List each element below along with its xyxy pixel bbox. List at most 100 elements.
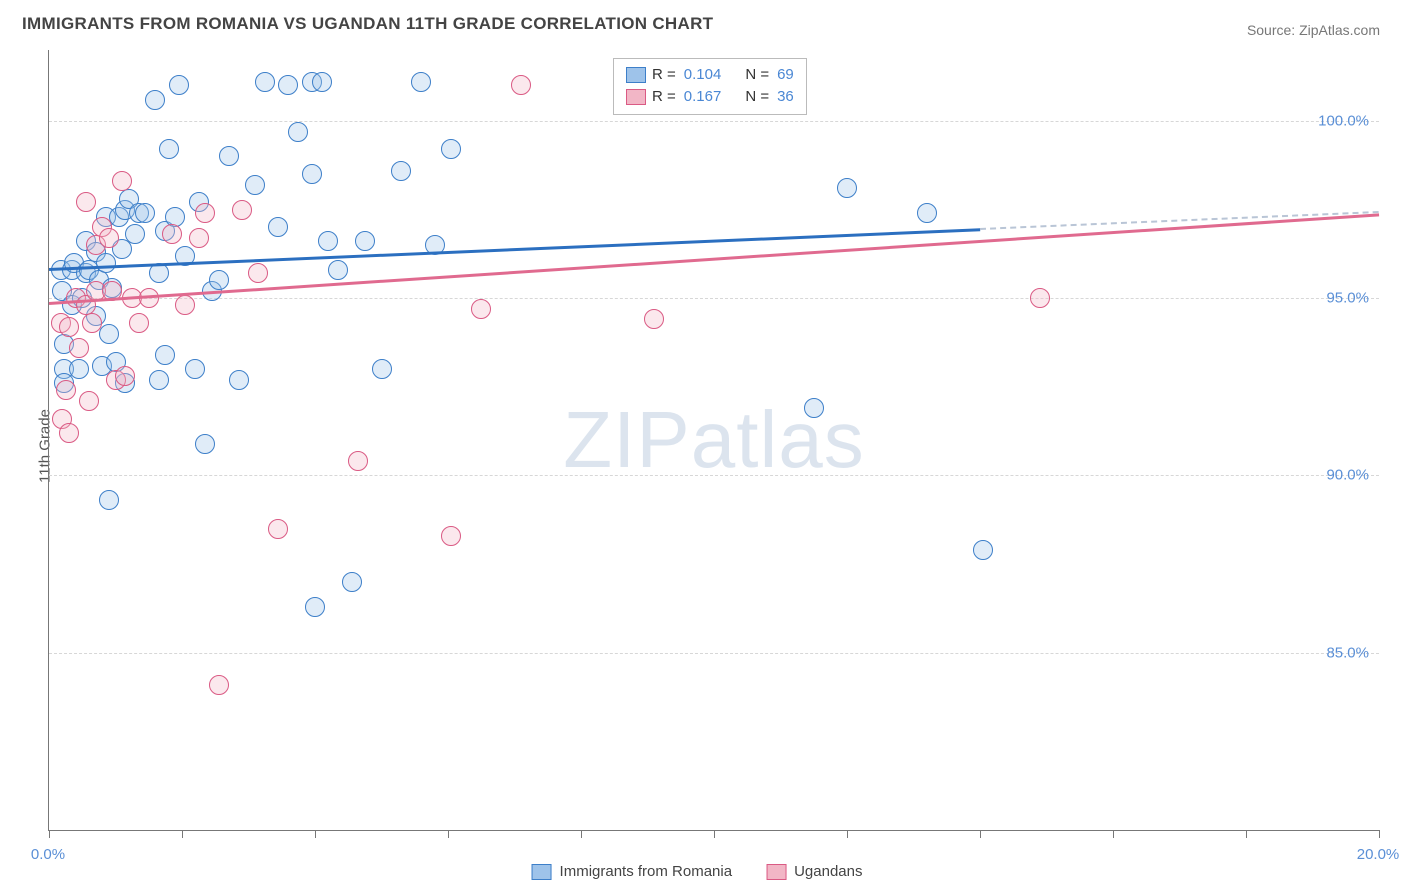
scatter-point xyxy=(209,270,229,290)
scatter-point xyxy=(312,72,332,92)
legend-entry: Ugandans xyxy=(766,863,862,880)
legend-stats-row: R = 0.167 N = 36 xyxy=(626,86,794,108)
x-tick xyxy=(847,830,848,838)
scatter-point xyxy=(355,231,375,251)
x-tick-label: 20.0% xyxy=(1357,846,1400,863)
legend-N-value: 69 xyxy=(777,64,794,86)
scatter-point xyxy=(165,207,185,227)
x-tick xyxy=(980,830,981,838)
legend-R-value: 0.104 xyxy=(684,64,722,86)
gridline xyxy=(49,653,1379,654)
x-tick xyxy=(1379,830,1380,838)
scatter-point xyxy=(69,359,89,379)
scatter-point xyxy=(159,139,179,159)
scatter-point xyxy=(79,391,99,411)
scatter-point xyxy=(278,75,298,95)
scatter-point xyxy=(175,295,195,315)
scatter-point xyxy=(149,370,169,390)
scatter-point xyxy=(305,597,325,617)
legend-swatch xyxy=(766,864,786,880)
y-tick-label: 100.0% xyxy=(1318,112,1369,129)
scatter-point xyxy=(169,75,189,95)
scatter-point xyxy=(328,260,348,280)
source-prefix: Source: xyxy=(1247,22,1299,38)
scatter-point xyxy=(96,253,116,273)
scatter-point xyxy=(917,203,937,223)
legend-swatch xyxy=(626,89,646,105)
scatter-point xyxy=(248,263,268,283)
x-tick xyxy=(1246,830,1247,838)
gridline xyxy=(49,475,1379,476)
scatter-point xyxy=(471,299,491,319)
plot-area: ZIPatlas 85.0%90.0%95.0%100.0%R =0.104N … xyxy=(48,50,1379,831)
scatter-point xyxy=(245,175,265,195)
scatter-point xyxy=(99,490,119,510)
legend-label: Ugandans xyxy=(794,863,862,880)
scatter-point xyxy=(162,224,182,244)
scatter-point xyxy=(255,72,275,92)
scatter-point xyxy=(511,75,531,95)
scatter-point xyxy=(145,90,165,110)
x-tick xyxy=(448,830,449,838)
scatter-point xyxy=(209,675,229,695)
scatter-point xyxy=(302,164,322,184)
source-name: ZipAtlas.com xyxy=(1299,22,1380,38)
legend-swatch xyxy=(532,864,552,880)
scatter-point xyxy=(115,366,135,386)
scatter-point xyxy=(318,231,338,251)
legend-entry: Immigrants from Romania xyxy=(532,863,733,880)
gridline xyxy=(49,298,1379,299)
scatter-point xyxy=(348,451,368,471)
legend-N-value: 36 xyxy=(777,86,794,108)
y-tick-label: 95.0% xyxy=(1326,290,1369,307)
x-tick xyxy=(49,830,50,838)
legend-R-label: R = xyxy=(652,86,676,108)
scatter-point xyxy=(268,217,288,237)
scatter-point xyxy=(129,313,149,333)
legend-swatch xyxy=(626,67,646,83)
scatter-point xyxy=(155,345,175,365)
scatter-point xyxy=(268,519,288,539)
gridline xyxy=(49,121,1379,122)
scatter-point xyxy=(82,313,102,333)
x-tick xyxy=(714,830,715,838)
legend-series: Immigrants from Romania Ugandans xyxy=(532,863,889,880)
scatter-point xyxy=(804,398,824,418)
y-tick-label: 90.0% xyxy=(1326,467,1369,484)
x-tick-label: 0.0% xyxy=(31,846,65,863)
scatter-point xyxy=(391,161,411,181)
scatter-point xyxy=(219,146,239,166)
scatter-point xyxy=(76,192,96,212)
chart-title: IMMIGRANTS FROM ROMANIA VS UGANDAN 11TH … xyxy=(22,14,713,34)
scatter-point xyxy=(232,200,252,220)
x-tick xyxy=(182,830,183,838)
scatter-point xyxy=(372,359,392,379)
scatter-point xyxy=(135,203,155,223)
x-tick xyxy=(315,830,316,838)
scatter-point xyxy=(125,224,145,244)
legend-R-label: R = xyxy=(652,64,676,86)
legend-N-label: N = xyxy=(745,86,769,108)
scatter-point xyxy=(644,309,664,329)
x-tick xyxy=(1113,830,1114,838)
scatter-point xyxy=(69,338,89,358)
legend-label: Immigrants from Romania xyxy=(560,863,733,880)
legend-stats-row: R = 0.104 N = 69 xyxy=(626,64,794,86)
scatter-point xyxy=(229,370,249,390)
scatter-point xyxy=(1030,288,1050,308)
legend-stats: R = 0.104 N = 69 R = 0.167 N = 36 xyxy=(613,58,807,115)
scatter-point xyxy=(185,359,205,379)
scatter-point xyxy=(288,122,308,142)
legend-R-value: 0.167 xyxy=(684,86,722,108)
scatter-point xyxy=(59,317,79,337)
scatter-point xyxy=(441,139,461,159)
scatter-point xyxy=(99,324,119,344)
legend-N-label: N = xyxy=(745,64,769,86)
x-tick xyxy=(581,830,582,838)
scatter-point xyxy=(441,526,461,546)
source-attribution: Source: ZipAtlas.com xyxy=(1247,22,1380,38)
scatter-point xyxy=(195,434,215,454)
scatter-point xyxy=(342,572,362,592)
scatter-point xyxy=(149,263,169,283)
scatter-point xyxy=(189,228,209,248)
